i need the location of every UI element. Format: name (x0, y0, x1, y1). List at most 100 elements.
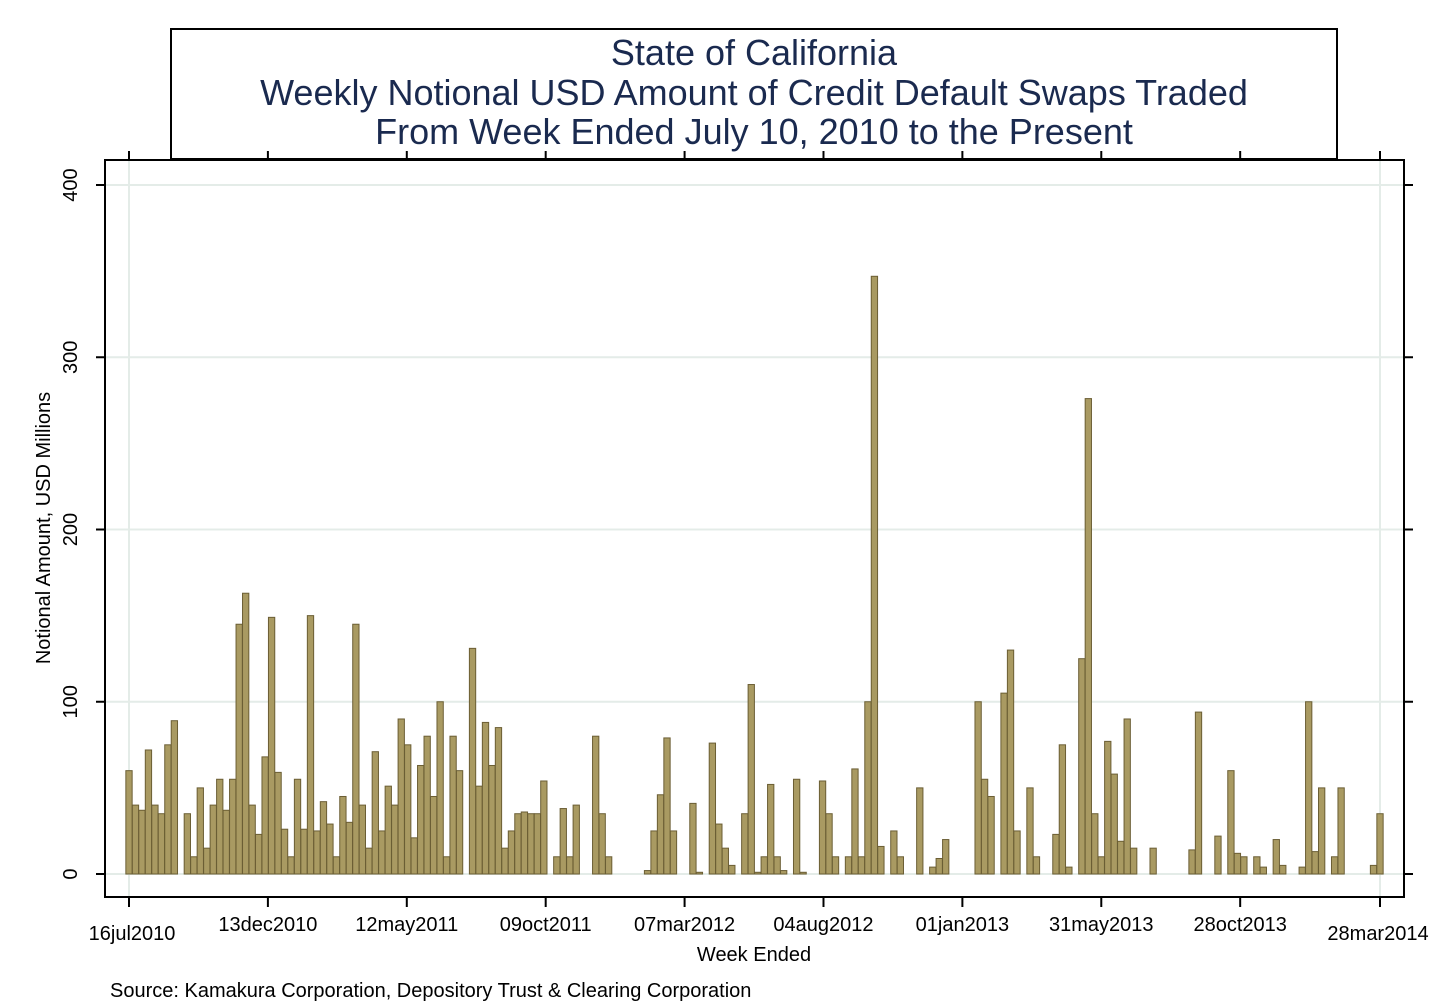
bar (1376, 813, 1384, 875)
bar (196, 787, 204, 875)
x-tick-label: 16jul2010 (89, 923, 176, 945)
bar (326, 823, 334, 875)
bar (721, 847, 729, 875)
x-tick-label: 01jan2013 (916, 914, 1009, 936)
bar (468, 647, 477, 875)
bar (1233, 852, 1242, 875)
x-axis-title: Week Ended (697, 944, 811, 966)
bar (151, 804, 159, 875)
bar (728, 864, 736, 875)
bar (183, 813, 191, 875)
bar (507, 830, 516, 875)
bar (157, 813, 166, 875)
bar (566, 856, 574, 875)
bar (417, 764, 425, 875)
bar (773, 856, 781, 875)
bar (1259, 866, 1267, 875)
bar (306, 615, 315, 875)
bar (488, 764, 496, 875)
bar (708, 742, 717, 875)
bar (935, 857, 943, 875)
x-tick-label: 31may2013 (1049, 914, 1154, 936)
bar (1130, 847, 1138, 875)
bar (514, 813, 522, 875)
bar (1305, 701, 1313, 875)
bar (818, 780, 827, 875)
bar (559, 808, 567, 875)
bar (144, 749, 153, 875)
bar (663, 737, 671, 875)
bar (1253, 856, 1261, 875)
bar (1110, 773, 1118, 875)
bar (1097, 856, 1105, 875)
bar (1000, 692, 1008, 875)
bar (378, 830, 386, 875)
bar (533, 813, 542, 875)
bar (442, 856, 451, 875)
bar (248, 804, 256, 875)
bar (494, 727, 503, 875)
bar (436, 701, 444, 875)
bar (1369, 864, 1378, 875)
bar (332, 856, 341, 875)
bar (300, 828, 308, 875)
bar (942, 839, 950, 875)
bar (242, 592, 250, 875)
bar (391, 804, 399, 875)
bar (870, 275, 879, 875)
bar (792, 778, 801, 875)
bar (1104, 740, 1112, 875)
bar (1188, 849, 1196, 875)
bar (274, 771, 282, 875)
bar (429, 795, 438, 875)
bar (974, 701, 982, 875)
bar (1227, 770, 1235, 875)
bar (760, 856, 768, 875)
bar (1149, 847, 1157, 875)
bar (449, 735, 457, 875)
x-tick-label: 09oct2011 (500, 914, 592, 936)
bar (1194, 711, 1203, 875)
bar (397, 718, 405, 875)
x-tick-label: 12may2011 (355, 914, 458, 936)
bar (164, 744, 172, 875)
bar (261, 756, 269, 875)
y-tick-label: 300 (60, 341, 82, 374)
bar (980, 778, 989, 875)
chart-title-line-2: Weekly Notional USD Amount of Credit Def… (260, 72, 1248, 113)
bar (313, 830, 321, 875)
bar (455, 770, 464, 875)
bar (1032, 856, 1041, 875)
bar (138, 809, 146, 875)
bar (605, 856, 613, 875)
bar (501, 847, 509, 875)
bar (229, 778, 237, 875)
bar (125, 770, 133, 875)
bar (1084, 398, 1092, 875)
bar (520, 811, 529, 875)
bar (410, 837, 418, 875)
bar (404, 744, 412, 875)
bar (1272, 839, 1280, 875)
bar (643, 870, 652, 875)
bar (1318, 787, 1326, 875)
chart-title-line-3: From Week Ended July 10, 2010 to the Pre… (375, 111, 1133, 152)
bar (890, 830, 898, 875)
bar (319, 801, 328, 875)
bars (125, 275, 1384, 875)
bar (267, 616, 276, 875)
bar (754, 871, 762, 875)
bar (896, 856, 904, 875)
bar (287, 856, 295, 875)
bar (1330, 856, 1339, 875)
bar (1065, 866, 1073, 875)
bar (877, 845, 885, 875)
bar (352, 623, 360, 875)
bar (1117, 840, 1125, 875)
bar (131, 804, 140, 875)
bar (1279, 864, 1287, 875)
bar (715, 823, 723, 875)
bar (1311, 851, 1319, 875)
bar (216, 778, 224, 875)
